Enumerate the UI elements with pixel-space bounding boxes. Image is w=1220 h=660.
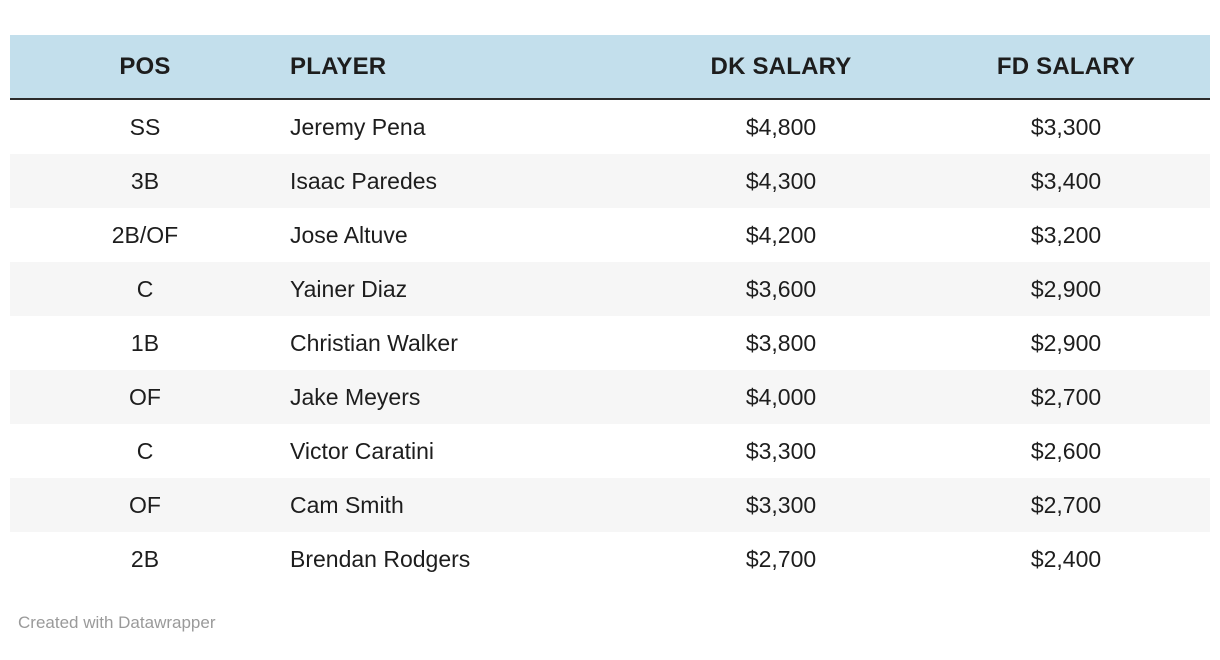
- cell-pos: 1B: [130, 330, 160, 356]
- cell-player: Christian Walker: [290, 330, 458, 356]
- table-row: OF Jake Meyers $4,000 $2,700: [10, 370, 1210, 424]
- cell-fd-salary: $3,400: [1030, 168, 1102, 194]
- cell-pos: C: [136, 438, 154, 464]
- table-row: C Victor Caratini $3,300 $2,600: [10, 424, 1210, 478]
- cell-player: Jake Meyers: [290, 384, 421, 410]
- cell-dk-salary: $4,800: [745, 114, 817, 140]
- cell-pos: OF: [129, 384, 161, 410]
- cell-fd-salary: $3,300: [1030, 114, 1102, 140]
- cell-player: Jose Altuve: [290, 222, 408, 248]
- table-body: SS Jeremy Pena $4,800 $3,300 3B Isaac Paredes…: [10, 99, 1210, 586]
- cell-pos: 3B: [130, 168, 160, 194]
- table-row: 2B Brendan Rodgers $2,700 $2,400: [10, 532, 1210, 586]
- cell-player: Brendan Rodgers: [290, 546, 471, 572]
- cell-fd-salary: $3,200: [1030, 222, 1102, 248]
- datawrapper-credit-link[interactable]: Created with Datawrapper: [18, 613, 216, 632]
- cell-player: Victor Caratini: [290, 438, 435, 464]
- cell-dk-salary: $4,300: [745, 168, 817, 194]
- column-header-pos: POS: [10, 35, 280, 100]
- table-header: POS PLAYER DK SALARY FD SALARY: [10, 35, 1210, 100]
- cell-fd-salary: $2,700: [1030, 384, 1102, 410]
- cell-player: Isaac Paredes: [290, 168, 438, 194]
- cell-dk-salary: $3,600: [745, 276, 817, 302]
- cell-player: Cam Smith: [290, 492, 404, 518]
- column-header-fd-salary: FD SALARY: [922, 35, 1210, 100]
- cell-fd-salary: $2,900: [1030, 330, 1102, 356]
- table-row: 2B/OF Jose Altuve $4,200 $3,200: [10, 208, 1210, 262]
- cell-player: Jeremy Pena: [290, 114, 426, 140]
- column-header-dk-salary: DK SALARY: [640, 35, 922, 100]
- cell-dk-salary: $3,300: [745, 438, 817, 464]
- salary-table: POS PLAYER DK SALARY FD SALARY SS Jeremy Pen…: [10, 35, 1210, 586]
- cell-pos: 2B: [130, 546, 160, 572]
- table-row: C Yainer Diaz $3,600 $2,900: [10, 262, 1210, 316]
- cell-fd-salary: $2,400: [1030, 546, 1102, 572]
- cell-dk-salary: $2,700: [745, 546, 817, 572]
- cell-player: Yainer Diaz: [290, 276, 408, 302]
- cell-fd-salary: $2,600: [1030, 438, 1102, 464]
- column-header-player: PLAYER: [280, 35, 640, 100]
- table-row: OF Cam Smith $3,300 $2,700: [10, 478, 1210, 532]
- table-row: SS Jeremy Pena $4,800 $3,300: [10, 99, 1210, 154]
- table-row: 1B Christian Walker $3,800 $2,900: [10, 316, 1210, 370]
- cell-fd-salary: $2,700: [1030, 492, 1102, 518]
- cell-dk-salary: $4,000: [745, 384, 817, 410]
- cell-pos: 2B/OF: [111, 222, 179, 248]
- header-row: POS PLAYER DK SALARY FD SALARY: [10, 35, 1210, 100]
- cell-dk-salary: $4,200: [745, 222, 817, 248]
- cell-fd-salary: $2,900: [1030, 276, 1102, 302]
- cell-dk-salary: $3,800: [745, 330, 817, 356]
- table-row: 3B Isaac Paredes $4,300 $3,400: [10, 154, 1210, 208]
- cell-pos: OF: [129, 492, 161, 518]
- cell-pos: SS: [129, 114, 161, 140]
- cell-dk-salary: $3,300: [745, 492, 817, 518]
- cell-pos: C: [136, 276, 154, 302]
